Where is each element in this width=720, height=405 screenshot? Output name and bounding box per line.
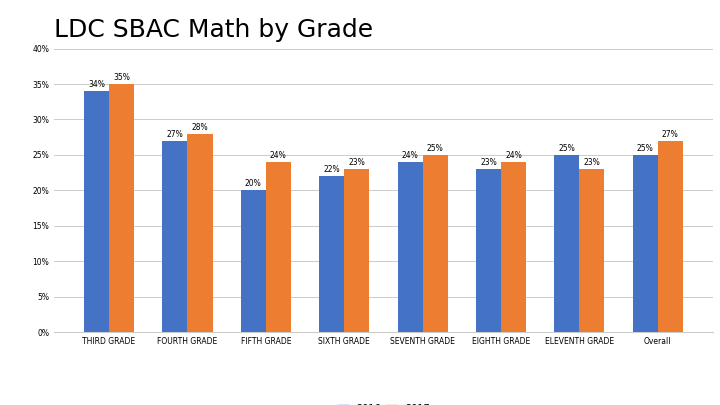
Text: 23%: 23%: [583, 158, 600, 167]
Bar: [658, 141, 683, 332]
Bar: [554, 155, 580, 332]
Bar: [476, 169, 501, 332]
Text: 34%: 34%: [88, 80, 105, 89]
Bar: [187, 134, 212, 332]
Text: 27%: 27%: [662, 130, 679, 139]
Text: 23%: 23%: [480, 158, 497, 167]
Text: 24%: 24%: [270, 151, 287, 160]
Text: 28%: 28%: [192, 123, 208, 132]
Bar: [84, 91, 109, 332]
Bar: [580, 169, 605, 332]
Text: 27%: 27%: [166, 130, 184, 139]
Bar: [109, 84, 134, 332]
Text: 24%: 24%: [402, 151, 418, 160]
Text: 35%: 35%: [113, 73, 130, 82]
Bar: [501, 162, 526, 332]
Legend: 2016, 2017: 2016, 2017: [333, 400, 434, 405]
Text: 23%: 23%: [348, 158, 365, 167]
Bar: [344, 169, 369, 332]
Text: 25%: 25%: [559, 144, 575, 153]
Text: 20%: 20%: [245, 179, 261, 188]
Bar: [240, 190, 266, 332]
Text: LDC SBAC Math by Grade: LDC SBAC Math by Grade: [54, 19, 373, 43]
Bar: [319, 176, 344, 332]
Bar: [266, 162, 291, 332]
Text: 25%: 25%: [427, 144, 444, 153]
Bar: [162, 141, 187, 332]
Bar: [397, 162, 423, 332]
Text: 24%: 24%: [505, 151, 522, 160]
Bar: [633, 155, 658, 332]
Bar: [423, 155, 448, 332]
Text: 22%: 22%: [323, 165, 340, 174]
Text: 25%: 25%: [637, 144, 654, 153]
